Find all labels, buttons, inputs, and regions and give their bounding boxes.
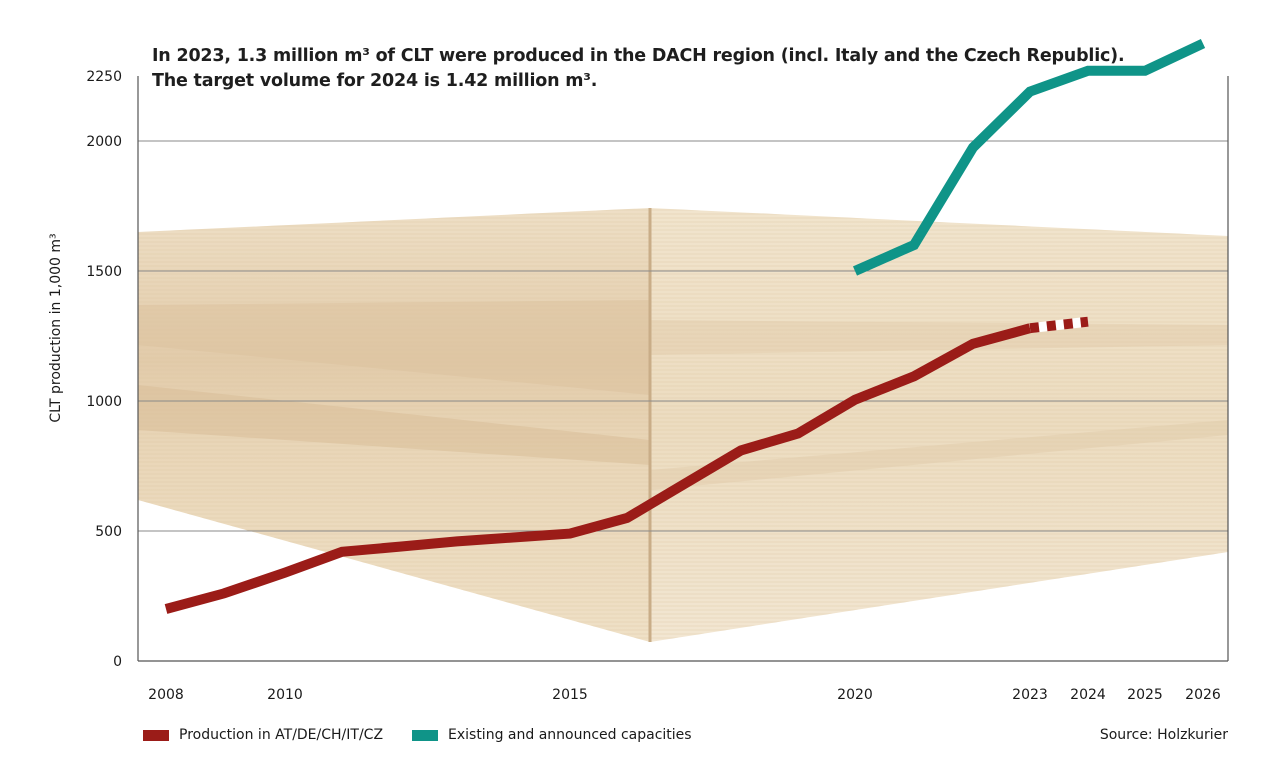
gridlines bbox=[138, 140, 1228, 532]
x-tick-label: 2026 bbox=[1185, 687, 1221, 703]
x-tick-label: 2023 bbox=[1012, 687, 1048, 703]
tick-labels: 0 500 1000 1500 2000 2250 2008 2010 2015 2020 2023… bbox=[86, 69, 1221, 703]
legend-label-production: Production in AT/DE/CH/IT/CZ bbox=[179, 727, 384, 743]
chart-subtitle: The target volume for 2024 is 1.42 milli… bbox=[152, 71, 598, 91]
x-tick-label: 2024 bbox=[1070, 687, 1106, 703]
x-tick-label: 2025 bbox=[1127, 687, 1163, 703]
y-tick-label: 1000 bbox=[86, 394, 122, 410]
legend-label-capacities: Existing and announced capacities bbox=[448, 727, 692, 743]
x-tick-label: 2015 bbox=[552, 687, 588, 703]
x-tick-label: 2020 bbox=[837, 687, 873, 703]
source-note: Source: Holzkurier bbox=[1099, 727, 1228, 743]
series-line-target-base bbox=[1029, 316, 1089, 334]
x-tick-label: 2010 bbox=[267, 687, 303, 703]
y-tick-label: 2000 bbox=[86, 134, 122, 150]
y-tick-label: 500 bbox=[95, 524, 122, 540]
legend-item-capacities: Existing and announced capacities bbox=[412, 727, 692, 743]
series-line-0 bbox=[164, 323, 1032, 614]
y-axis-label: CLT production in 1,000 m³ bbox=[48, 233, 64, 423]
y-tick-label: 1500 bbox=[86, 264, 122, 280]
axes bbox=[137, 76, 1229, 662]
y-tick-label: 0 bbox=[113, 654, 122, 670]
wood-background bbox=[138, 208, 1228, 642]
y-tick-label: 2250 bbox=[86, 69, 122, 85]
chart-title: In 2023, 1.3 million m³ of CLT were prod… bbox=[152, 44, 1125, 94]
legend-swatch-capacities bbox=[412, 729, 438, 741]
legend-swatch-production bbox=[143, 729, 169, 741]
legend-item-production: Production in AT/DE/CH/IT/CZ bbox=[143, 727, 383, 743]
x-tick-label: 2008 bbox=[148, 687, 184, 703]
series-lines bbox=[164, 38, 1206, 614]
chart-title-line1: In 2023, 1.3 million m³ of CLT were prod… bbox=[152, 46, 1125, 66]
